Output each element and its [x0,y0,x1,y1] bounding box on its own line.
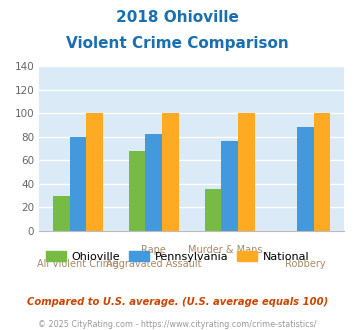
Text: Violent Crime Comparison: Violent Crime Comparison [66,36,289,51]
Bar [297,127,314,231]
Text: 2018 Ohioville: 2018 Ohioville [116,10,239,25]
Text: All Violent Crime: All Violent Crime [37,259,119,269]
Bar [146,134,162,231]
Bar [238,113,255,231]
Text: Murder & Mans...: Murder & Mans... [188,245,271,255]
Text: Compared to U.S. average. (U.S. average equals 100): Compared to U.S. average. (U.S. average … [27,297,328,307]
Bar [162,113,179,231]
Text: Robbery: Robbery [285,259,326,269]
Bar [86,113,103,231]
Text: © 2025 CityRating.com - https://www.cityrating.com/crime-statistics/: © 2025 CityRating.com - https://www.city… [38,320,317,329]
Bar [204,188,221,231]
Text: Aggravated Assault: Aggravated Assault [106,259,202,269]
Bar [70,137,86,231]
Bar [129,151,146,231]
Bar [221,142,238,231]
Bar [314,113,331,231]
Text: Rape: Rape [141,245,166,255]
Bar [53,196,70,231]
Legend: Ohioville, Pennsylvania, National: Ohioville, Pennsylvania, National [42,247,313,267]
